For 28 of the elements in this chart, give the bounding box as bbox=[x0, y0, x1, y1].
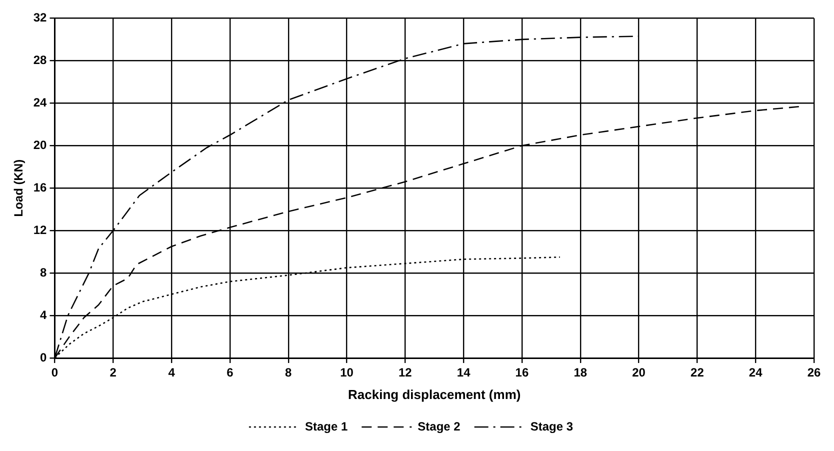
y-tick-label: 0 bbox=[40, 350, 48, 364]
y-tick-label: 16 bbox=[33, 180, 48, 194]
y-tick-label: 4 bbox=[40, 308, 48, 322]
x-tick-label: 18 bbox=[574, 366, 588, 380]
y-axis-title: Load (KN) bbox=[12, 159, 26, 217]
y-tick-label: 32 bbox=[33, 10, 48, 25]
x-tick-label: 12 bbox=[398, 366, 412, 380]
y-tick-label: 20 bbox=[33, 138, 48, 152]
x-axis-title: Racking displacement (mm) bbox=[348, 386, 521, 402]
y-tick-label: 8 bbox=[40, 265, 48, 280]
legend-label: Stage 3 bbox=[530, 419, 574, 434]
legend-label: Stage 1 bbox=[304, 419, 348, 434]
x-tick-label: 8 bbox=[285, 366, 292, 380]
x-tick-label: 16 bbox=[515, 366, 529, 380]
x-tick-label: 0 bbox=[51, 366, 58, 380]
y-tick-label: 12 bbox=[33, 222, 48, 237]
x-tick-label: 14 bbox=[456, 366, 471, 380]
legend-label: Stage 2 bbox=[418, 419, 461, 434]
x-tick-label: 20 bbox=[632, 366, 646, 380]
x-tick-label: 26 bbox=[807, 366, 821, 380]
x-tick-label: 2 bbox=[110, 366, 117, 380]
x-tick-label: 10 bbox=[340, 366, 354, 380]
y-tick-label: 28 bbox=[33, 52, 48, 67]
x-tick-label: 24 bbox=[748, 366, 763, 380]
x-tick-label: 6 bbox=[226, 366, 234, 380]
x-tick-label: 4 bbox=[168, 366, 176, 380]
x-tick-label: 22 bbox=[690, 366, 704, 380]
y-tick-label: 24 bbox=[33, 95, 48, 110]
